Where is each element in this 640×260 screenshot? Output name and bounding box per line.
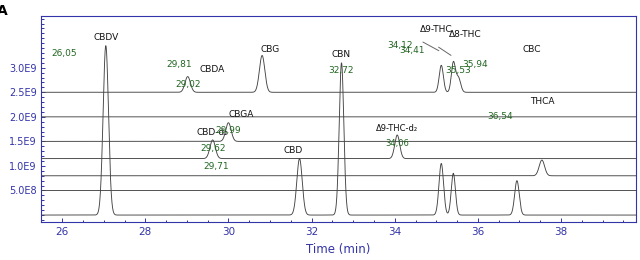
Text: 34,41: 34,41 (399, 46, 424, 55)
Text: THCA: THCA (530, 97, 554, 106)
Text: CBGA: CBGA (228, 110, 253, 119)
Text: CBD-d₂: CBD-d₂ (196, 128, 228, 138)
Text: 35,53: 35,53 (445, 66, 471, 75)
Text: 35,94: 35,94 (463, 60, 488, 69)
Text: 29,81: 29,81 (166, 60, 192, 69)
X-axis label: Time (min): Time (min) (307, 243, 371, 256)
Text: 29,71: 29,71 (204, 161, 229, 171)
Text: CBDV: CBDV (93, 33, 118, 42)
Text: Δ9-THC-d₂: Δ9-THC-d₂ (376, 124, 419, 133)
Text: 36,54: 36,54 (488, 112, 513, 121)
Text: 34,06: 34,06 (385, 139, 409, 148)
Text: 26,05: 26,05 (51, 49, 77, 57)
Text: CBDA: CBDA (199, 65, 225, 74)
Text: Δ8-THC: Δ8-THC (449, 30, 482, 39)
Text: CBD: CBD (284, 146, 303, 155)
Text: A: A (0, 4, 8, 18)
Text: CBG: CBG (260, 45, 280, 54)
Text: 29,62: 29,62 (200, 144, 225, 153)
Text: 34,12: 34,12 (387, 41, 412, 50)
Text: CBN: CBN (332, 50, 351, 59)
Text: CBC: CBC (523, 45, 541, 54)
Text: 32,72: 32,72 (329, 66, 355, 75)
Text: Δ9-THC: Δ9-THC (420, 25, 452, 34)
Text: 29,99: 29,99 (215, 126, 241, 135)
Text: 29,02: 29,02 (175, 80, 200, 89)
